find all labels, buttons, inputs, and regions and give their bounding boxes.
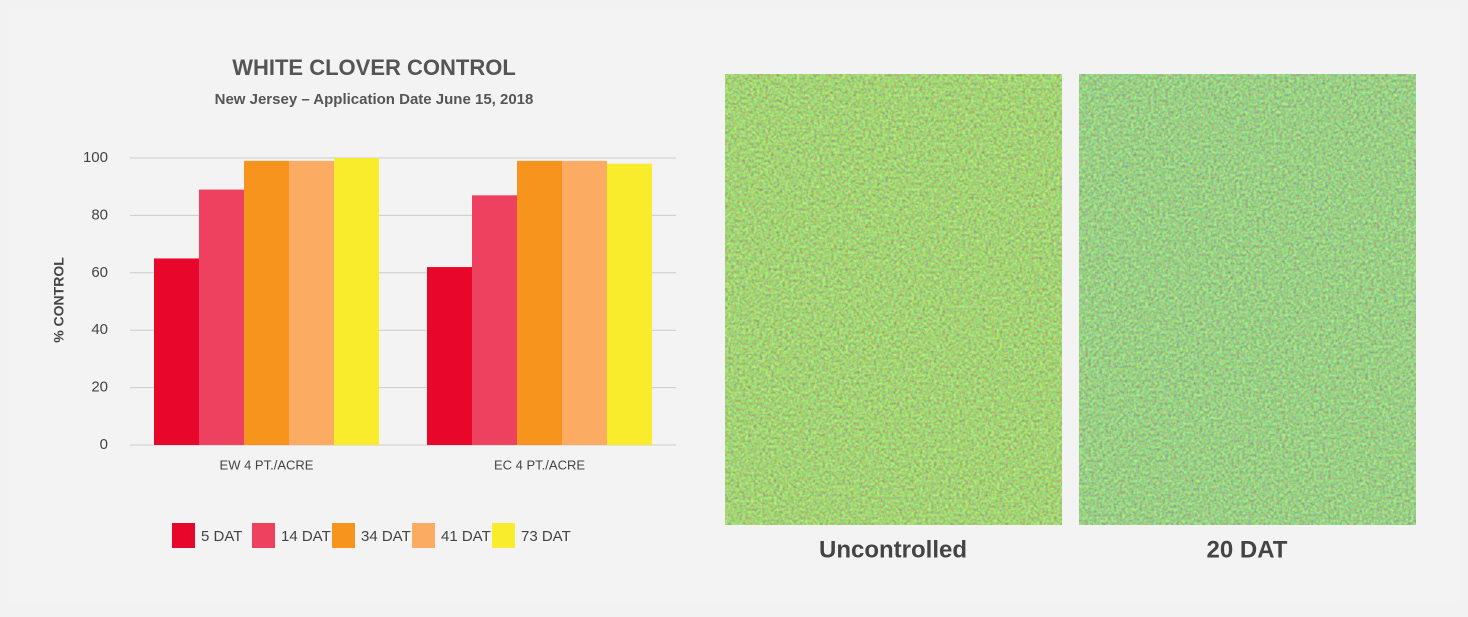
y-tick-label: 100 [83, 149, 108, 166]
legend-label: 5 DAT [201, 528, 242, 545]
legend-swatch [412, 523, 435, 548]
y-tick-label: 80 [91, 206, 108, 223]
legend-label: 34 DAT [361, 528, 411, 545]
bar [562, 160, 607, 445]
bar [334, 158, 379, 445]
chart-title: WHITE CLOVER CONTROL [232, 55, 516, 80]
legend-label: 41 DAT [441, 528, 491, 545]
bar [199, 189, 244, 445]
legend-swatch [492, 523, 515, 548]
legend-swatch [332, 523, 355, 548]
bar [289, 160, 334, 445]
photo-uncontrolled [725, 74, 1062, 525]
legend-swatch [172, 523, 195, 548]
y-tick-label: 60 [91, 264, 108, 281]
y-tick-label: 40 [91, 321, 108, 338]
bar [244, 160, 289, 445]
y-tick-label: 20 [91, 379, 108, 396]
bar [427, 267, 472, 445]
photo-caption: Uncontrolled [819, 536, 967, 563]
y-axis-label: % CONTROL [51, 257, 67, 343]
legend-label: 73 DAT [521, 528, 571, 545]
chart-subtitle: New Jersey – Application Date June 15, 2… [215, 91, 534, 108]
photo-caption: 20 DAT [1207, 536, 1288, 563]
x-tick-label: EW 4 PT./ACRE [220, 457, 314, 472]
bar [472, 195, 517, 445]
legend-label: 14 DAT [281, 528, 331, 545]
bar [154, 258, 199, 445]
bar [517, 160, 562, 445]
photo-20-dat [1079, 74, 1416, 525]
y-tick-label: 0 [100, 436, 108, 453]
legend-swatch [252, 523, 275, 548]
x-tick-label: EC 4 PT./ACRE [494, 457, 585, 472]
bar [607, 163, 652, 446]
